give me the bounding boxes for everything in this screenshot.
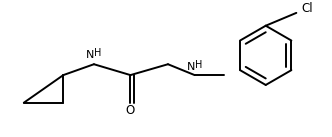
Text: Cl: Cl <box>301 2 313 15</box>
Text: O: O <box>126 104 135 117</box>
Text: H: H <box>94 48 102 58</box>
Text: N: N <box>86 50 94 60</box>
Text: N: N <box>187 62 195 72</box>
Text: H: H <box>195 60 202 70</box>
